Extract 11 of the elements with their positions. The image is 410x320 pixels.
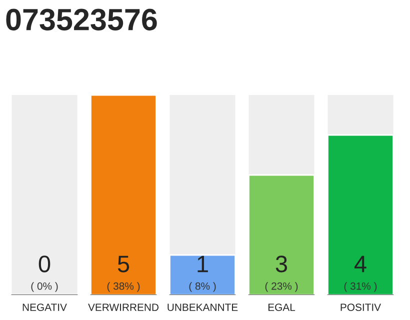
data-label: 0 ( 0% ) [31,256,58,292]
x-tick-label: UNBEKANNTE [168,304,238,311]
data-label: 4 ( 31% ) [344,256,377,292]
x-tick-label: NEGATIV [22,304,67,311]
x-tick-label: VERWIRREND [88,304,158,311]
x-tick-label: EGAL [268,304,296,311]
chart-title: 073523576 [6,8,157,30]
data-label: 3 ( 23% ) [265,256,298,292]
data-label: 5 ( 38% ) [107,256,140,292]
data-label: 1 ( 8% ) [189,256,216,292]
x-tick-label: POSITIV [340,304,382,311]
